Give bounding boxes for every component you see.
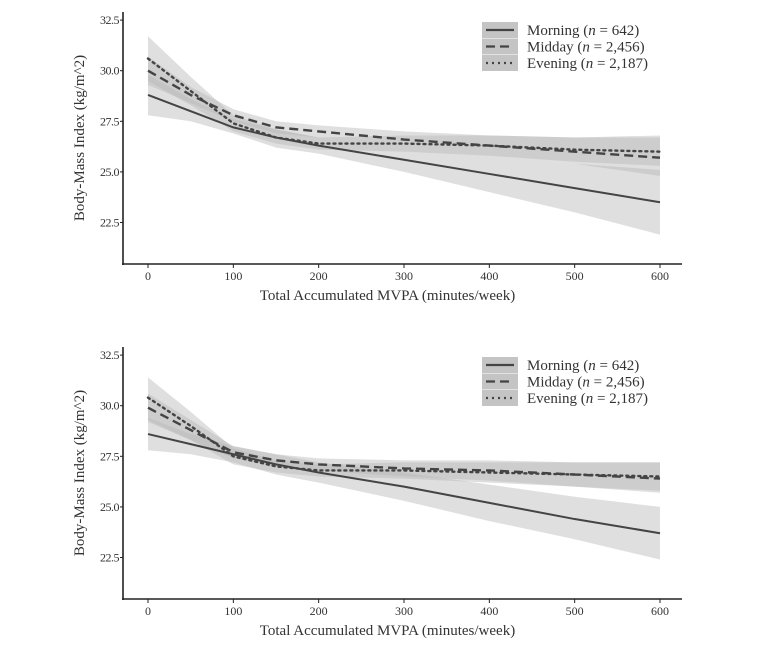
y-tick-label: 30.0 xyxy=(100,399,120,413)
y-tick-label: 32.5 xyxy=(100,13,120,27)
chart-top-svg: 0 100 200 300 400 500 600 22.5 25.0 27.5 30.0 32.5 T… xyxy=(72,12,682,304)
x-tick-label: 400 xyxy=(480,269,498,283)
y-tick-label: 25.0 xyxy=(100,500,120,514)
x-tick-label: 200 xyxy=(310,269,328,283)
legend-label-midday: Midday (n = 2,456) xyxy=(527,375,645,391)
legend-label-morning: Morning (n = 642) xyxy=(527,358,639,374)
x-tick-label: 500 xyxy=(566,269,584,283)
series-line-morning xyxy=(147,94,661,204)
confidence-band-evening xyxy=(148,36,660,166)
chart-bottom: 0 100 200 300 400 500 600 22.5 25.0 27.5 30.0 32.5 T… xyxy=(0,335,780,658)
y-tick-label: 25.0 xyxy=(100,165,120,179)
legend-label-morning: Morning (n = 642) xyxy=(527,23,639,39)
y-tick-label: 27.5 xyxy=(100,114,120,128)
series-line-evening xyxy=(146,396,662,478)
confidence-band-midday xyxy=(148,393,660,493)
x-tick-label: 100 xyxy=(224,604,242,618)
y-axis-label: Body-Mass Index (kg/m^2) xyxy=(72,390,88,556)
y-tick-label: 22.5 xyxy=(100,551,120,565)
confidence-band-morning xyxy=(148,74,660,235)
y-tick-label: 30.0 xyxy=(100,64,120,78)
series-line-midday xyxy=(147,406,661,480)
x-tick-label: 100 xyxy=(224,269,242,283)
y-tick-label: 27.5 xyxy=(100,449,120,463)
x-tick-label: 500 xyxy=(566,604,584,618)
x-tick-label: 0 xyxy=(145,269,151,283)
x-tick-label: 0 xyxy=(145,604,151,618)
x-tick-label: 600 xyxy=(651,604,669,618)
x-tick-label: 200 xyxy=(310,604,328,618)
legend-label-midday: Midday (n = 2,456) xyxy=(527,40,645,56)
confidence-band-midday xyxy=(148,56,660,176)
confidence-band-morning xyxy=(148,417,660,560)
chart-bottom-svg: 0 100 200 300 400 500 600 22.5 25.0 27.5 30.0 32.5 T… xyxy=(72,347,682,639)
series-line-evening xyxy=(146,57,662,153)
x-tick-label: 400 xyxy=(480,604,498,618)
x-axis-label: Total Accumulated MVPA (minutes/week) xyxy=(260,623,515,639)
y-tick-label: 22.5 xyxy=(100,216,120,230)
x-tick-label: 300 xyxy=(395,604,413,618)
series-line-morning xyxy=(147,433,661,535)
confidence-band-evening xyxy=(148,377,660,491)
y-tick-label: 32.5 xyxy=(100,348,120,362)
legend-label-evening: Evening (n = 2,187) xyxy=(527,391,648,407)
x-tick-label: 600 xyxy=(651,269,669,283)
chart-top: 0 100 200 300 400 500 600 22.5 25.0 27.5 30.0 32.5 T… xyxy=(0,0,780,323)
x-tick-label: 300 xyxy=(395,269,413,283)
x-axis-label: Total Accumulated MVPA (minutes/week) xyxy=(260,288,515,304)
y-axis-label: Body-Mass Index (kg/m^2) xyxy=(72,55,88,221)
legend-label-evening: Evening (n = 2,187) xyxy=(527,56,648,72)
